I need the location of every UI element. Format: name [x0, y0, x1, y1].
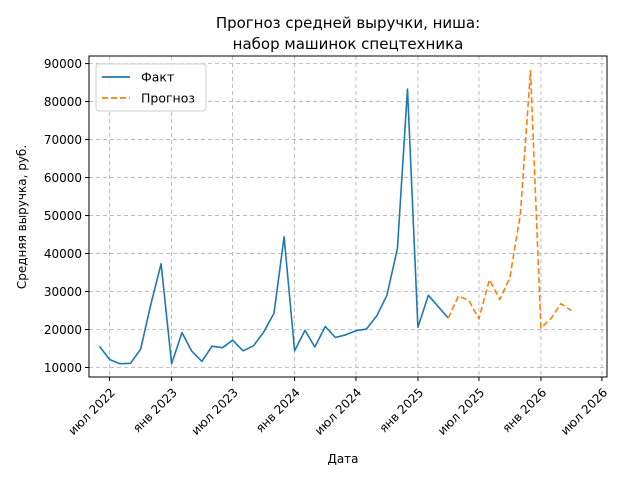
- series-line-fact: [98, 88, 449, 365]
- series-line-forecast: [447, 70, 572, 329]
- y-tick-label: 60000: [44, 171, 82, 185]
- y-tick-label: 80000: [44, 95, 82, 109]
- y-axis-ticks: 10000 20000 30000 40000 50000 60000 70000 80000…: [44, 57, 89, 375]
- legend: Факт Прогноз: [95, 63, 207, 112]
- y-tick-label: 20000: [44, 323, 82, 337]
- legend-label-forecast: Прогноз: [141, 91, 195, 106]
- y-axis-label: Средняя выручка, руб.: [15, 145, 29, 289]
- y-tick-label: 40000: [44, 247, 82, 261]
- y-tick-label: 30000: [44, 285, 82, 299]
- y-tick-label: 10000: [44, 361, 82, 375]
- y-tick-label: 70000: [44, 133, 82, 147]
- y-tick-label: 90000: [44, 57, 82, 71]
- chart-title-line-1: Прогноз средней выручки, ниша:: [216, 14, 480, 32]
- plot-area-frame: [88, 55, 608, 378]
- chart-title-line-2: набор машинок спецтехника: [233, 35, 464, 53]
- x-axis-label: Дата: [327, 452, 358, 466]
- legend-box: [95, 63, 207, 112]
- series-lines: [98, 70, 572, 365]
- y-tick-label: 50000: [44, 209, 82, 223]
- legend-label-fact: Факт: [141, 70, 174, 85]
